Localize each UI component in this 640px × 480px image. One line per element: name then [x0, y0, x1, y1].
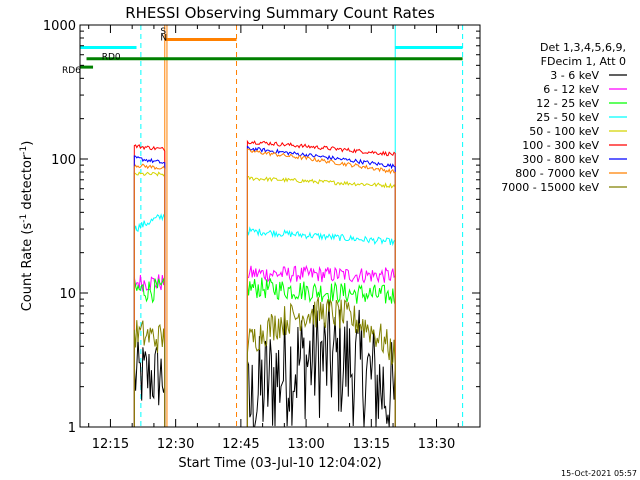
plot-area: SN RD0 RD6: [62, 25, 464, 428]
x-axis: 12:15 12:30 12:45 13:00 13:15 13:30: [88, 25, 459, 452]
flag-label-s: S: [160, 27, 166, 37]
legend-label-4: 50 - 100 keV: [529, 125, 599, 138]
series-5-segment-0: [133, 144, 166, 427]
x-tick-label-0: 12:15: [92, 437, 129, 452]
y-axis-label-end: ): [20, 141, 35, 146]
series-4-segment-1: [246, 176, 396, 427]
series-5-segment-1: [246, 139, 396, 427]
series-1-segment-1: [246, 264, 396, 427]
legend-header-0: Det 1,3,4,5,6,9,: [540, 41, 626, 54]
series-0-segment-0: [133, 338, 166, 427]
series-2-segment-0: [133, 278, 166, 427]
y-tick-label-3: 1000: [43, 19, 76, 34]
series-4-segment-0: [133, 171, 166, 427]
legend-label-6: 300 - 800 keV: [522, 153, 599, 166]
x-tick-label-4: 13:15: [353, 437, 390, 452]
plot-frame: [79, 24, 481, 428]
legend-label-2: 12 - 25 keV: [536, 97, 599, 110]
chart-title: RHESSI Observing Summary Count Rates: [125, 4, 435, 22]
series-8-segment-1: [246, 297, 396, 427]
series-3-segment-0: [133, 213, 166, 427]
flag-label-rd0: RD0: [102, 53, 121, 63]
x-tick-label-2: 12:45: [222, 437, 259, 452]
legend-label-8: 7000 - 15000 keV: [501, 181, 599, 194]
x-axis-label: Start Time (03-Jul-10 12:04:02): [178, 456, 381, 471]
x-tick-label-3: 13:00: [287, 437, 324, 452]
y-tick-label-1: 10: [59, 287, 76, 302]
legend-label-1: 6 - 12 keV: [543, 83, 599, 96]
x-tick-label-1: 12:30: [157, 437, 194, 452]
y-axis-label-main: Count Rate (s: [20, 223, 35, 312]
timestamp: 15-Oct-2021 05:57: [561, 469, 637, 478]
series-6-segment-0: [133, 155, 166, 427]
series-0-segment-1: [246, 299, 396, 428]
flag-label-rd6: RD6: [62, 66, 81, 76]
legend-label-3: 25 - 50 keV: [536, 111, 599, 124]
legend-label-7: 800 - 7000 keV: [515, 167, 599, 180]
series-7-segment-1: [246, 148, 396, 427]
y-axis-label: Count Rate (s-1 detector-1): [19, 141, 35, 312]
flag-label-n: N: [160, 34, 167, 44]
y-tick-label-2: 100: [51, 153, 76, 168]
legend-label-0: 3 - 6 keV: [550, 69, 599, 82]
series-7-segment-0: [133, 163, 166, 427]
x-tick-label-5: 13:30: [418, 437, 455, 452]
series-3-segment-1: [246, 226, 396, 427]
legend-header-1: FDecim 1, Att 0: [541, 55, 626, 68]
series-6-segment-1: [246, 145, 396, 427]
legend: Det 1,3,4,5,6,9,FDecim 1, Att 03 - 6 keV…: [501, 41, 627, 194]
y-tick-label-0: 1: [68, 421, 76, 436]
series-8-segment-0: [133, 320, 166, 427]
legend-label-5: 100 - 300 keV: [522, 139, 599, 152]
y-axis-label-mid: detector: [20, 154, 35, 214]
series-2-segment-1: [246, 277, 396, 427]
y-axis-label-sup2: -1: [19, 146, 29, 155]
y-axis-label-sup: -1: [19, 214, 29, 223]
y-axis: 1 10 100 1000: [43, 19, 480, 436]
